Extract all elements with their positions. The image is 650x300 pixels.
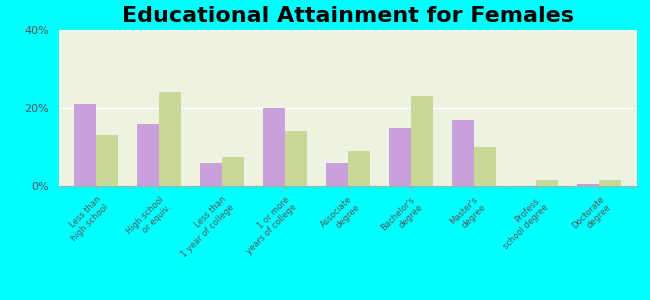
Bar — [577, 184, 599, 186]
Bar — [159, 92, 181, 186]
Bar — [536, 180, 558, 186]
Bar — [411, 96, 433, 186]
Bar — [326, 163, 348, 186]
Title: Educational Attainment for Females: Educational Attainment for Females — [122, 6, 574, 26]
Bar — [285, 131, 307, 186]
Bar — [452, 120, 473, 186]
Bar — [137, 124, 159, 186]
Bar — [473, 147, 495, 186]
Bar — [74, 104, 96, 186]
Bar — [348, 151, 370, 186]
Bar — [599, 180, 621, 186]
Bar — [263, 108, 285, 186]
Bar — [222, 157, 244, 186]
Bar — [200, 163, 222, 186]
Bar — [389, 128, 411, 186]
Bar — [96, 135, 118, 186]
